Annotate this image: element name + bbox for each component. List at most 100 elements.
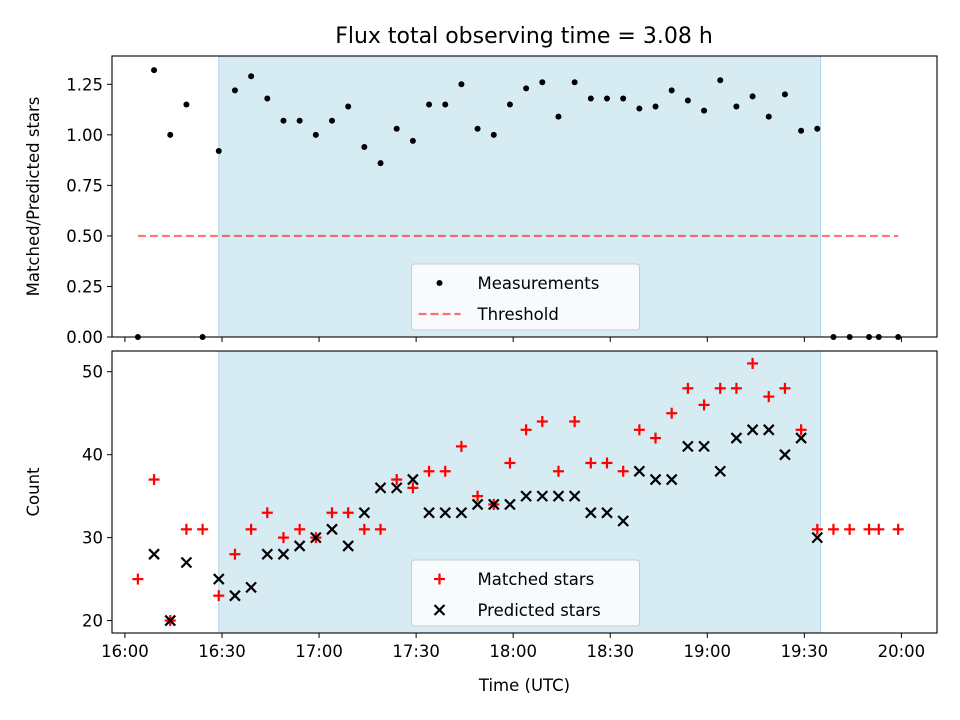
matched-star-point	[261, 507, 273, 519]
x-tick-label: 18:00	[489, 642, 537, 661]
x-marker-b	[665, 473, 678, 486]
y-tick-label: 50	[82, 363, 103, 382]
predicted-star-point	[811, 531, 824, 544]
x-tick-label: 18:30	[586, 642, 634, 661]
measurement-point	[329, 117, 335, 124]
y-tick-label: 0.75	[66, 176, 103, 195]
predicted-star-point	[730, 432, 743, 444]
x-axis-label: Time (UTC)	[478, 676, 570, 695]
matched-star-point	[472, 490, 484, 502]
predicted-star-point	[714, 465, 727, 478]
predicted-star-point	[552, 490, 565, 502]
measurement-point	[361, 143, 368, 150]
legend-label: Predicted stars	[478, 601, 601, 620]
x-tick-label: 19:00	[684, 642, 732, 661]
predicted-star-point	[342, 540, 354, 552]
x-marker-b	[358, 506, 371, 519]
x-marker-b	[229, 589, 241, 602]
measurement-point	[183, 101, 190, 108]
x-marker-b	[261, 548, 274, 560]
y-tick-label: 0.25	[66, 277, 103, 296]
y-tick-label: 1.00	[66, 126, 103, 145]
predicted-star-point	[633, 465, 646, 478]
x-tick-label: 16:00	[101, 642, 149, 661]
predicted-star-point	[390, 482, 403, 494]
predicted-star-point	[795, 432, 807, 444]
matched-star-point	[892, 523, 904, 535]
predicted-star-point	[520, 490, 532, 502]
x-tick-label: 16:30	[198, 642, 246, 661]
matched-star-point	[552, 465, 564, 477]
legend-box	[411, 559, 640, 627]
chart-title: Flux total observing time = 3.08 h	[335, 24, 713, 49]
axes-frame	[111, 350, 938, 634]
measurement-point	[167, 131, 174, 138]
measurement-point	[377, 160, 384, 167]
x-marker-b	[148, 548, 160, 560]
matched-star-point	[294, 523, 306, 535]
x-marker-b	[374, 482, 387, 494]
matched-star-point	[245, 523, 257, 535]
measurement-point	[280, 117, 287, 124]
x-marker-b	[682, 440, 694, 453]
x-marker-b	[504, 498, 516, 511]
measurement-point	[458, 81, 465, 88]
measurement-point	[701, 107, 708, 114]
measurement-point	[636, 105, 643, 112]
matched-star-point	[326, 507, 338, 519]
x-marker-b	[698, 440, 710, 453]
matched-star-point	[811, 523, 823, 535]
measurement-point	[248, 73, 255, 80]
matched-star-point	[585, 457, 597, 469]
predicted-star-point	[487, 498, 500, 511]
matched-star-point	[148, 474, 160, 486]
x-marker-b	[310, 531, 322, 544]
predicted-star-point	[455, 506, 468, 519]
matched-star-point	[375, 523, 387, 535]
measurement-point	[733, 103, 740, 110]
y-axis-label: Matched/Predicted stars	[24, 97, 43, 297]
measurement-point	[523, 85, 530, 92]
predicted-star-point	[277, 548, 290, 560]
measurement-point	[490, 131, 497, 138]
matched-star-point	[423, 465, 435, 477]
predicted-star-point	[423, 506, 435, 519]
y-tick-label: 0.50	[66, 227, 103, 246]
x-marker-b	[471, 498, 484, 511]
predicted-star-point	[536, 490, 549, 502]
predicted-star-point	[374, 482, 387, 494]
x-marker-b	[439, 506, 452, 519]
x-marker-b	[212, 573, 225, 585]
measurement-point	[151, 67, 158, 74]
measurement-point	[749, 93, 756, 100]
matched-star-point	[520, 424, 532, 436]
measurement-point	[555, 113, 562, 120]
measurement-point	[539, 79, 546, 86]
measurement-point	[426, 101, 433, 108]
x-marker-b	[326, 523, 338, 536]
x-marker-b	[293, 540, 306, 552]
axes-frame	[111, 55, 938, 338]
legend-box	[411, 263, 640, 331]
matched-star-point	[180, 523, 192, 535]
matched-star-point	[229, 548, 241, 560]
matched-star-point	[779, 382, 791, 394]
measurement-point	[620, 95, 627, 102]
x-marker-b	[342, 540, 354, 552]
predicted-star-point	[665, 473, 678, 486]
predicted-star-point	[310, 531, 322, 544]
predicted-star-point	[164, 614, 177, 627]
predicted-star-point	[585, 506, 597, 519]
y-tick-label: 0.00	[66, 328, 103, 347]
predicted-star-point	[212, 573, 225, 585]
legend-item: Predicted stars	[433, 601, 601, 620]
measurement-point	[587, 95, 594, 102]
matched-star-point	[601, 457, 613, 469]
matched-star-point	[197, 523, 209, 535]
matched-star-point	[617, 465, 629, 477]
measurement-point	[312, 131, 319, 138]
matched-star-point	[277, 532, 289, 544]
predicted-star-point	[293, 540, 306, 552]
measurement-point	[345, 103, 352, 110]
x-tick-label: 20:00	[878, 642, 926, 661]
